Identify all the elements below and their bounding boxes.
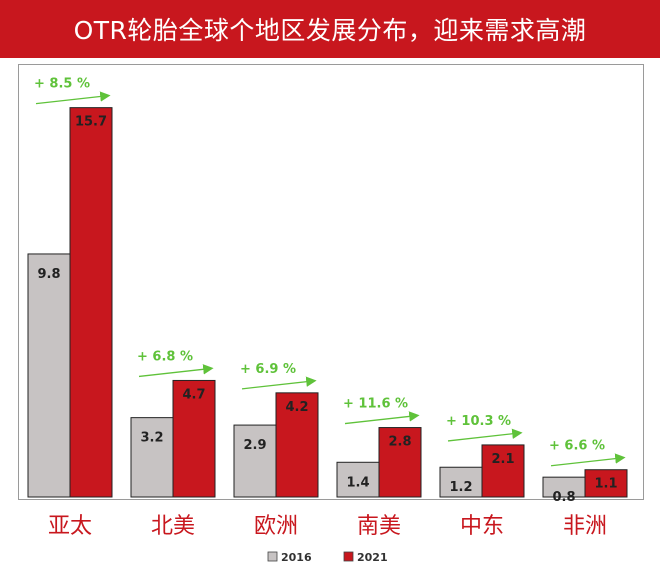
bar-2016 (233, 424, 277, 498)
bar-2016 (130, 417, 174, 498)
value-label-2021: 4.2 (285, 400, 308, 415)
growth-arrow (447, 428, 523, 442)
bar-2021 (69, 107, 113, 498)
title-bar: OTR轮胎全球个地区发展分布，迎来需求高潮 (0, 0, 660, 58)
value-label-2016: 9.8 (37, 267, 60, 282)
growth-label: + 11.6 % (343, 397, 408, 412)
growth-label: + 6.6 % (549, 439, 605, 454)
bar-2021 (172, 379, 216, 498)
growth-arrow (138, 364, 214, 378)
growth-arrow (241, 376, 317, 390)
category-label: 欧洲 (254, 514, 298, 539)
value-label-2021: 2.1 (491, 452, 514, 467)
category-label: 南美 (357, 514, 401, 539)
value-label-2021: 1.1 (594, 477, 617, 492)
legend-label-2016: 2016 (281, 551, 312, 564)
bar-2021 (275, 392, 319, 498)
bar-2021 (584, 469, 628, 498)
bar-2021 (378, 427, 422, 498)
value-label-2016: 3.2 (140, 431, 163, 446)
category-label: 非洲 (563, 514, 607, 539)
bar-2016 (439, 466, 483, 498)
value-label-2016: 1.2 (449, 480, 472, 495)
category-label: 亚太 (48, 514, 92, 539)
bar-2021 (481, 444, 525, 498)
bar-2016 (27, 253, 71, 498)
legend-swatch-2021 (343, 551, 354, 562)
value-label-2021: 4.7 (182, 387, 205, 402)
value-label-2021: 15.7 (75, 115, 107, 130)
growth-label: + 10.3 % (446, 414, 511, 429)
growth-label: + 6.8 % (137, 349, 193, 364)
plot-area-frame (18, 64, 644, 500)
category-label: 北美 (151, 514, 195, 539)
value-label-2021: 2.8 (388, 435, 411, 450)
growth-label: + 6.9 % (240, 362, 296, 377)
growth-arrow (344, 411, 420, 425)
value-label-2016: 0.8 (552, 490, 575, 505)
growth-label: + 8.5 % (34, 77, 90, 92)
growth-arrow (35, 91, 111, 105)
legend-swatch-2016 (267, 551, 278, 562)
category-label: 中东 (460, 514, 504, 539)
chart-title: OTR轮胎全球个地区发展分布，迎来需求高潮 (73, 16, 587, 45)
value-label-2016: 1.4 (346, 475, 369, 490)
growth-arrow (550, 453, 626, 467)
value-label-2016: 2.9 (243, 438, 266, 453)
bar-2016 (336, 461, 380, 498)
legend-label-2021: 2021 (357, 551, 388, 564)
